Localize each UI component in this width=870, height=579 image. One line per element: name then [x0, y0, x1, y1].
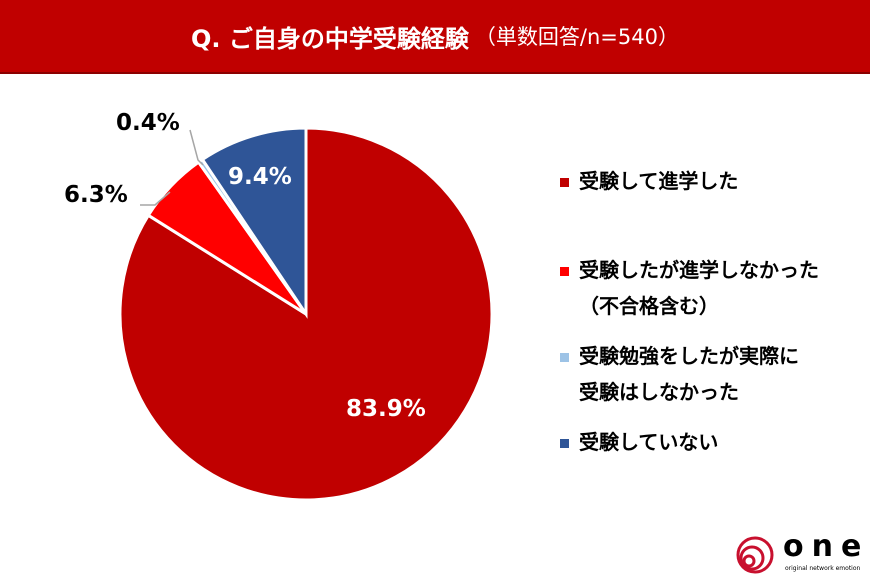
logo-tagline: original network emotion: [785, 565, 861, 572]
leader-line-1: [189, 129, 204, 166]
legend-item-1: 受験したが進学しなかった （不合格含む）: [560, 252, 819, 324]
legend-text: 受験勉強をしたが実際に: [579, 344, 799, 368]
legend-text: 受験はしなかった: [579, 380, 739, 404]
logo-text: one: [783, 529, 870, 564]
legend-swatch: [560, 439, 569, 448]
legend-item-0: 受験して進学した: [560, 163, 738, 199]
title-main: Q. ご自身の中学受験経験: [191, 24, 469, 53]
data-label-3: 9.4%: [228, 164, 292, 190]
data-label-1: 6.3%: [64, 182, 128, 208]
one-logo: one original network emotion: [735, 529, 861, 579]
legend-item-2: 受験勉強をしたが実際に 受験はしなかった: [560, 338, 799, 410]
legend-swatch: [560, 178, 569, 187]
legend-text: （不合格含む）: [579, 294, 719, 318]
data-label-0: 83.9%: [346, 396, 426, 422]
logo-mark-icon: [736, 536, 774, 574]
leader-line-0: [140, 191, 171, 206]
legend-text: 受験して進学した: [579, 169, 739, 193]
legend-swatch: [560, 267, 569, 276]
chart-title: Q. ご自身の中学受験経験 （単数回答/n=540）: [0, 0, 870, 74]
pie-slice-3: [200, 126, 308, 319]
legend-text: 受験したが進学しなかった: [579, 258, 819, 282]
data-label-2: 0.4%: [116, 110, 180, 136]
legend-swatch: [560, 353, 569, 362]
title-sub: （単数回答/n=540）: [474, 25, 679, 49]
legend-item-3: 受験していない: [560, 424, 718, 460]
legend-text: 受験していない: [579, 430, 719, 454]
